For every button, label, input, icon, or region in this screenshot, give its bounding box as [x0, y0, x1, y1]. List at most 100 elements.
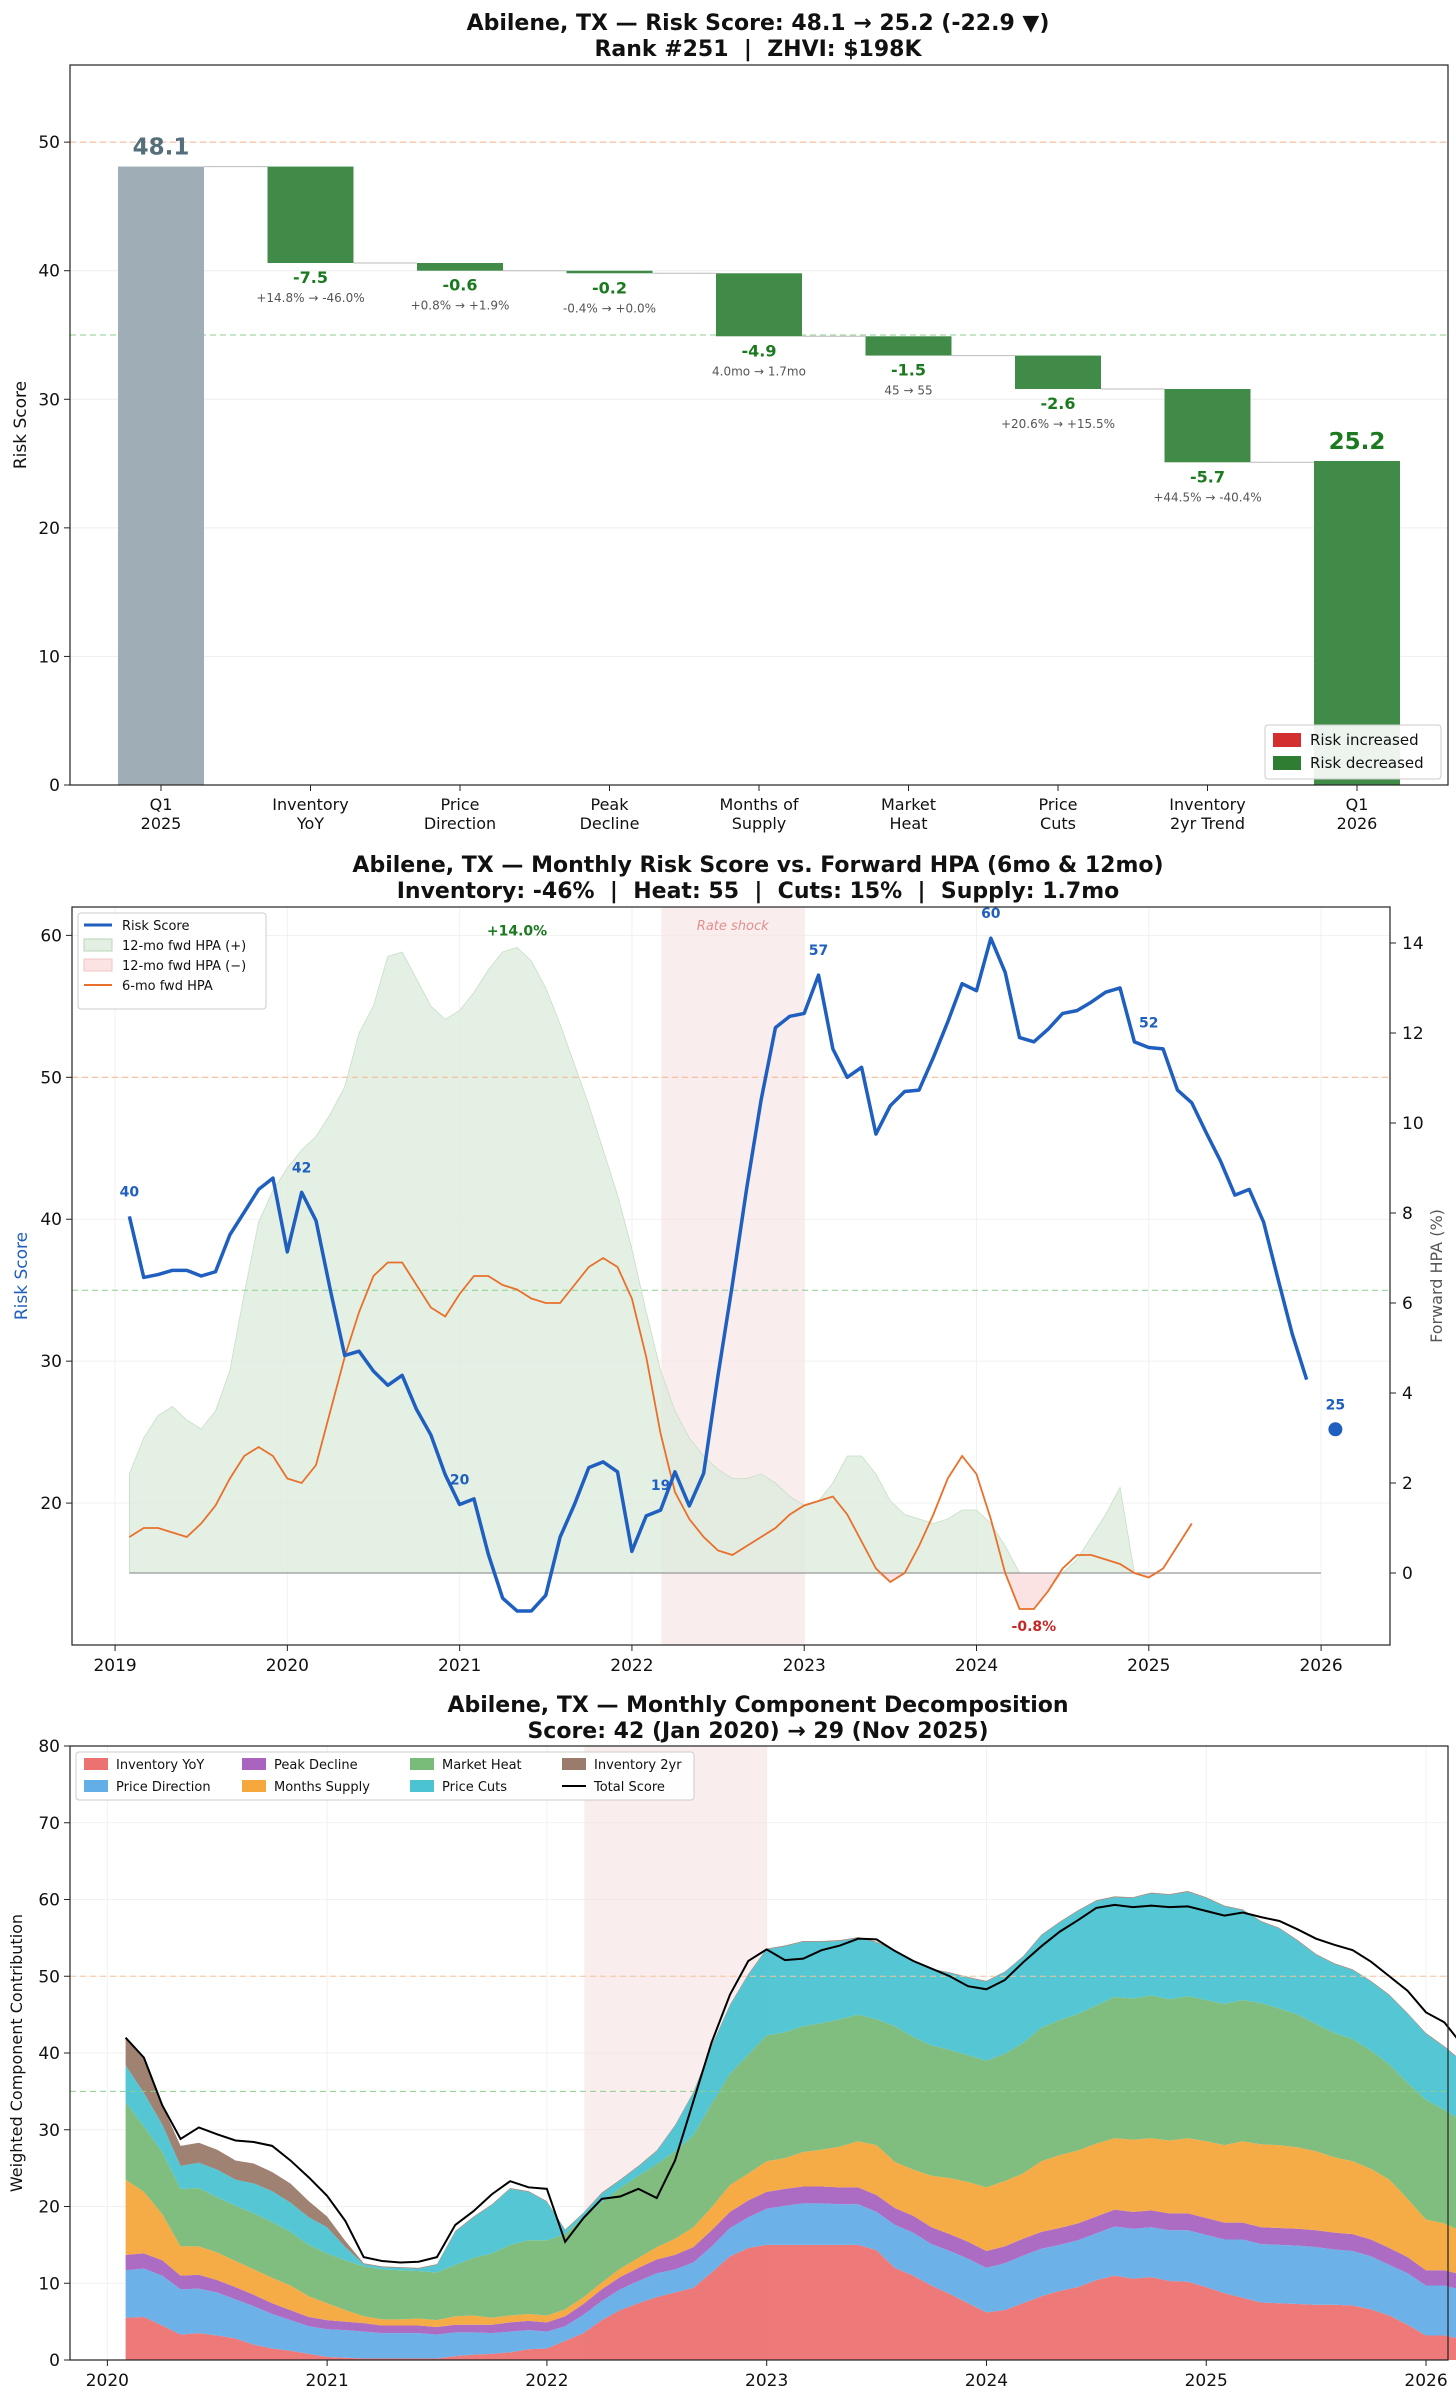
hpa-xtick-label: 2019	[93, 1656, 136, 1676]
hpa-annotation: 52	[1139, 1016, 1158, 1032]
hpa-y2tick-label: 10	[1402, 1114, 1424, 1134]
hpa-y2tick-label: 4	[1402, 1384, 1413, 1404]
decomp-ytick-label: 60	[38, 1891, 60, 1911]
waterfall-xtick-label: Inventory YoY	[272, 795, 348, 833]
hpa-xtick-label: 2026	[1299, 1656, 1342, 1676]
hpa-negative-area	[875, 1573, 1164, 1609]
risk-score-line	[127, 936, 1309, 1613]
hpa-xtick-label: 2025	[1127, 1656, 1170, 1676]
waterfall-delta-label: -4.9	[742, 341, 777, 360]
waterfall-subtitle: Rank #251 | ZHVI: $198K	[594, 37, 922, 62]
hpa12-positive-area	[128, 947, 1135, 1574]
decomp-ytick-label: 40	[38, 2044, 60, 2064]
waterfall-labels: 48.1 -7.5 +14.8% → -46.0% -0.6 +0.8% → +1.9%…	[133, 135, 1386, 505]
hpa6-line	[128, 1256, 1193, 1610]
hpa-xtick-label: 2024	[955, 1656, 998, 1676]
component-area-inventory-yoy	[125, 2244, 1456, 2360]
waterfall-panel: Abilene, TX — Risk Score: 48.1 → 25.2 (-…	[11, 11, 1449, 833]
waterfall-detail-label: 45 → 55	[884, 384, 932, 398]
hpa-y2tick-label: 0	[1402, 1564, 1413, 1584]
legend-label-months-supply: Months Supply	[274, 1780, 370, 1795]
waterfall-bar-step	[716, 273, 802, 337]
decomp-subtitle: Score: 42 (Jan 2020) → 29 (Nov 2025)	[527, 1719, 988, 1744]
waterfall-axes: 0 10 20 30 40 50 Q1 2025 Inventory YoY Price Direct…	[38, 133, 1377, 833]
decomp-legend: Inventory YoY Price Direction Peak Decline…	[75, 1751, 695, 1801]
decomp-xtick-label: 2026	[1404, 2371, 1447, 2391]
waterfall-delta-label: -1.5	[891, 361, 926, 380]
waterfall-start-value: 48.1	[133, 135, 190, 161]
decomp-xtick-label: 2022	[525, 2371, 568, 2391]
legend-label-price-cuts: Price Cuts	[442, 1780, 507, 1795]
legend-swatch-months-supply	[242, 1780, 266, 1792]
decomp-xtick-label: 2021	[306, 2371, 349, 2391]
waterfall-ytick-label: 10	[38, 647, 60, 667]
decomp-ytick-label: 80	[38, 1737, 60, 1757]
decomp-xtick-label: 2023	[745, 2371, 788, 2391]
waterfall-detail-label: -0.4% → +0.0%	[563, 301, 656, 315]
legend-swatch-price-cuts	[410, 1780, 434, 1792]
legend-label-hpa6: 6-mo fwd HPA	[122, 979, 213, 994]
legend-label-decrease: Risk decreased	[1310, 754, 1424, 772]
waterfall-bar-step	[417, 263, 503, 271]
legend-swatch-hpa12-pos	[83, 938, 113, 952]
legend-swatch-inventory-yoy	[84, 1758, 108, 1770]
legend-swatch-decrease	[1273, 756, 1301, 770]
waterfall-bar-step	[566, 270, 653, 274]
waterfall-xtick-label: Q1 2025	[141, 795, 182, 833]
decomp-ytick-label: 70	[38, 1814, 60, 1834]
legend-swatch-price-direction	[84, 1780, 108, 1792]
hpa-plot-content: Rate shock 25 40 42 20 19 57 60 52 +14.0% -0.8%	[72, 906, 1390, 1645]
hpa-xtick-label: 2020	[266, 1656, 309, 1676]
decomp-ytick-label: 10	[38, 2274, 60, 2294]
waterfall-delta-label: -5.7	[1190, 467, 1225, 486]
hpa-y2tick-label: 6	[1402, 1294, 1413, 1314]
waterfall-xtick-label: Price Cuts	[1038, 795, 1077, 833]
hpa-subtitle: Inventory: -46% | Heat: 55 | Cuts: 15% |…	[397, 879, 1120, 904]
hpa-ytick-label: 50	[40, 1068, 62, 1088]
decomposition-panel: Abilene, TX — Monthly Component Decompos…	[7, 1693, 1456, 2391]
decomp-ytick-label: 30	[38, 2121, 60, 2141]
legend-swatch-hpa12-neg	[83, 958, 113, 972]
decomp-xtick-label: 2025	[1185, 2371, 1228, 2391]
legend-label-increase: Risk increased	[1310, 731, 1419, 749]
current-risk-point	[1328, 1422, 1343, 1437]
hpa-annotation: 42	[292, 1160, 311, 1176]
waterfall-end-value: 25.2	[1329, 429, 1386, 455]
legend-label-market-heat: Market Heat	[442, 1758, 522, 1773]
legend-label-hpa12-neg: 12-mo fwd HPA (−)	[122, 959, 246, 974]
hpa-xtick-label: 2021	[438, 1656, 481, 1676]
hpa-annotation: 60	[981, 906, 1001, 922]
total-score-line	[124, 1903, 1456, 2264]
hpa-y2tick-label: 8	[1402, 1204, 1413, 1224]
hpa-annotation: 19	[651, 1478, 670, 1494]
waterfall-xtick-label: Inventory 2yr Trend	[1169, 795, 1245, 833]
hpa-frame	[71, 906, 1391, 1646]
waterfall-xtick-label: Peak Decline	[580, 795, 640, 833]
waterfall-bar-step	[1164, 389, 1251, 463]
waterfall-title: Abilene, TX — Risk Score: 48.1 → 25.2 (-…	[467, 11, 1050, 36]
hpa-ytick-label: 20	[40, 1494, 62, 1514]
waterfall-detail-label: +44.5% → -40.4%	[1153, 490, 1261, 504]
legend-label-total-score: Total Score	[593, 1780, 665, 1795]
hpa-y2tick-label: 12	[1402, 1024, 1424, 1044]
decomp-ylabel: Weighted Component Contribution	[7, 1914, 26, 2192]
waterfall-ytick-label: 30	[38, 390, 60, 410]
hpa-ylabel: Risk Score	[12, 1232, 32, 1320]
waterfall-bar-start	[118, 166, 204, 786]
hpa-ytick-label: 30	[40, 1352, 62, 1372]
decomp-xtick-label: 2020	[86, 2371, 129, 2391]
waterfall-detail-label: +20.6% → +15.5%	[1001, 417, 1115, 431]
waterfall-delta-label: -2.6	[1041, 394, 1076, 413]
waterfall-bar-step	[1015, 355, 1101, 389]
waterfall-delta-label: -0.6	[443, 276, 478, 295]
component-area-peak-decline	[125, 2186, 1456, 2335]
decomp-ytick-label: 50	[38, 1967, 60, 1987]
current-risk-label: 25	[1326, 1397, 1345, 1413]
decomp-title: Abilene, TX — Monthly Component Decompos…	[447, 1693, 1068, 1718]
waterfall-delta-label: -7.5	[293, 268, 328, 287]
legend-label-price-direction: Price Direction	[116, 1780, 211, 1795]
decomp-plot-content	[70, 1745, 1456, 2361]
waterfall-legend: Risk increased Risk decreased	[1264, 724, 1442, 780]
decomp-ytick-label: 20	[38, 2198, 60, 2218]
